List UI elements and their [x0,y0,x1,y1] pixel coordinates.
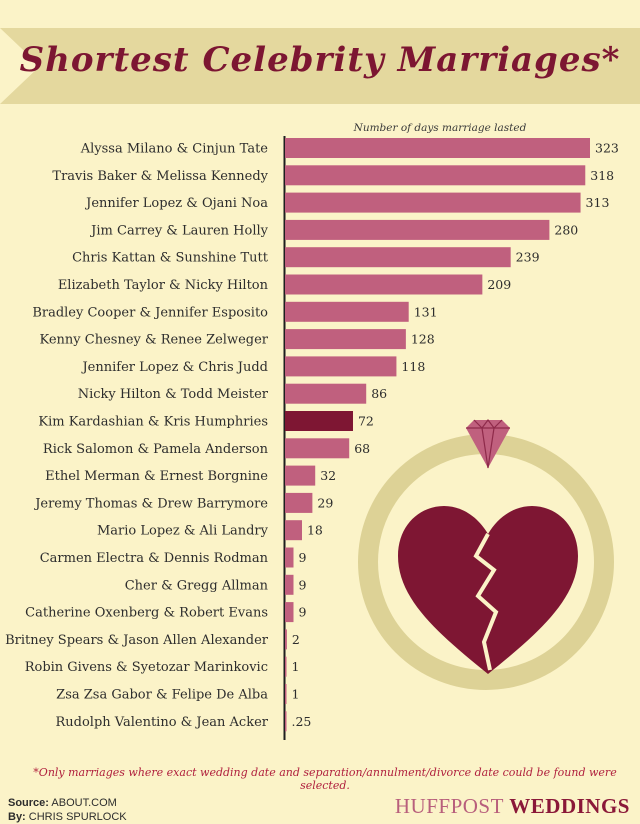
category-label: Zsa Zsa Gabor & Felipe De Alba [56,688,268,703]
broken-heart-icon [398,506,578,674]
bar [285,219,550,240]
category-label: Kim Kardashian & Kris Humphries [38,415,268,430]
category-label: Britney Spears & Jason Allen Alexander [5,633,269,648]
brand-part1: HUFFPOST [394,794,504,818]
bar [285,383,367,404]
category-label: Kenny Chesney & Renee Zelweger [39,333,268,348]
byline-label: By: [8,811,26,823]
category-label: Elizabeth Taylor & Nicky Hilton [58,278,269,293]
category-label: Cher & Gregg Allman [125,578,269,593]
category-label: Jennifer Lopez & Chris Judd [80,360,268,375]
value-label: 9 [298,550,306,565]
bar [285,711,287,732]
value-label: 72 [358,414,374,429]
category-label: Robin Givens & Syetozar Marinkovic [25,660,268,675]
category-label: Travis Baker & Melissa Kennedy [52,169,268,184]
bars-group: Alyssa Milano & Cinjun Tate 323 Travis Bak… [5,138,619,732]
category-label: Carmen Electra & Dennis Rodman [40,551,269,566]
bar [285,274,483,295]
page-title: Shortest Celebrity Marriages* [19,40,621,80]
category-label: Ethel Merman & Ernest Borgnine [45,469,268,484]
value-label: 313 [586,195,610,210]
value-label: 131 [414,304,438,319]
axis-title: Number of days marriage lasted [353,122,527,134]
value-label: 9 [298,605,306,620]
category-label: Nicky Hilton & Todd Meister [78,387,269,402]
ring-illustration [358,419,614,690]
footnote: *Only marriages where exact wedding date… [33,766,617,792]
bar [285,684,287,704]
category-label: Alyssa Milano & Cinjun Tate [80,142,269,157]
value-label: 18 [307,523,323,538]
byline-value: CHRIS SPURLOCK [28,811,127,823]
value-label: 86 [371,386,387,401]
bar [285,247,511,268]
value-label: 9 [298,577,306,592]
bar [285,574,294,595]
bar [285,165,586,186]
category-label: Rudolph Valentino & Jean Acker [56,715,269,730]
bar [285,301,409,322]
value-label: 1 [292,687,300,702]
bar [285,438,350,459]
category-label: Jennifer Lopez & Ojani Noa [84,196,268,211]
value-label: 239 [516,250,540,265]
bar [285,629,287,650]
value-label: 68 [354,441,370,456]
value-label: .25 [292,714,312,729]
value-label: 280 [554,222,578,237]
bar [285,329,406,350]
bar [285,465,316,486]
source-credit: Source: ABOUT.COM By: CHRIS SPURLOCK [8,796,127,824]
bar [285,602,294,623]
value-label: 209 [487,277,511,292]
value-label: 29 [317,495,333,510]
category-label: Chris Kattan & Sunshine Tutt [72,251,269,266]
source-label: Source: [8,797,49,809]
value-label: 118 [401,359,425,374]
diamond-icon [466,419,510,469]
value-label: 128 [411,332,435,347]
bar-highlight [285,411,353,431]
brand-part2: WEDDINGS [509,794,630,818]
title-banner [0,28,640,104]
category-label: Jeremy Thomas & Drew Barrymore [33,496,268,511]
bar [285,192,581,213]
value-label: 318 [590,168,614,183]
category-label: Mario Lopez & Ali Landry [97,524,269,539]
category-label: Catherine Oxenberg & Robert Evans [25,606,268,621]
huffpost-weddings-logo: HUFFPOST WEDDINGS [395,794,630,819]
category-label: Bradley Cooper & Jennifer Esposito [32,305,268,320]
bar [285,492,313,513]
source-value: ABOUT.COM [51,797,117,809]
value-label: 2 [292,632,300,647]
value-label: 32 [320,468,336,483]
bar-chart: Number of days marriage lasted Alyssa Mi… [5,122,619,740]
bar [285,356,397,377]
bar [285,138,590,158]
category-label: Jim Carrey & Lauren Holly [89,223,268,238]
value-label: 1 [292,659,300,674]
bar [285,656,287,677]
category-label: Rick Salomon & Pamela Anderson [43,442,269,457]
bar [285,547,294,568]
value-label: 323 [595,141,619,156]
bar [285,520,302,541]
